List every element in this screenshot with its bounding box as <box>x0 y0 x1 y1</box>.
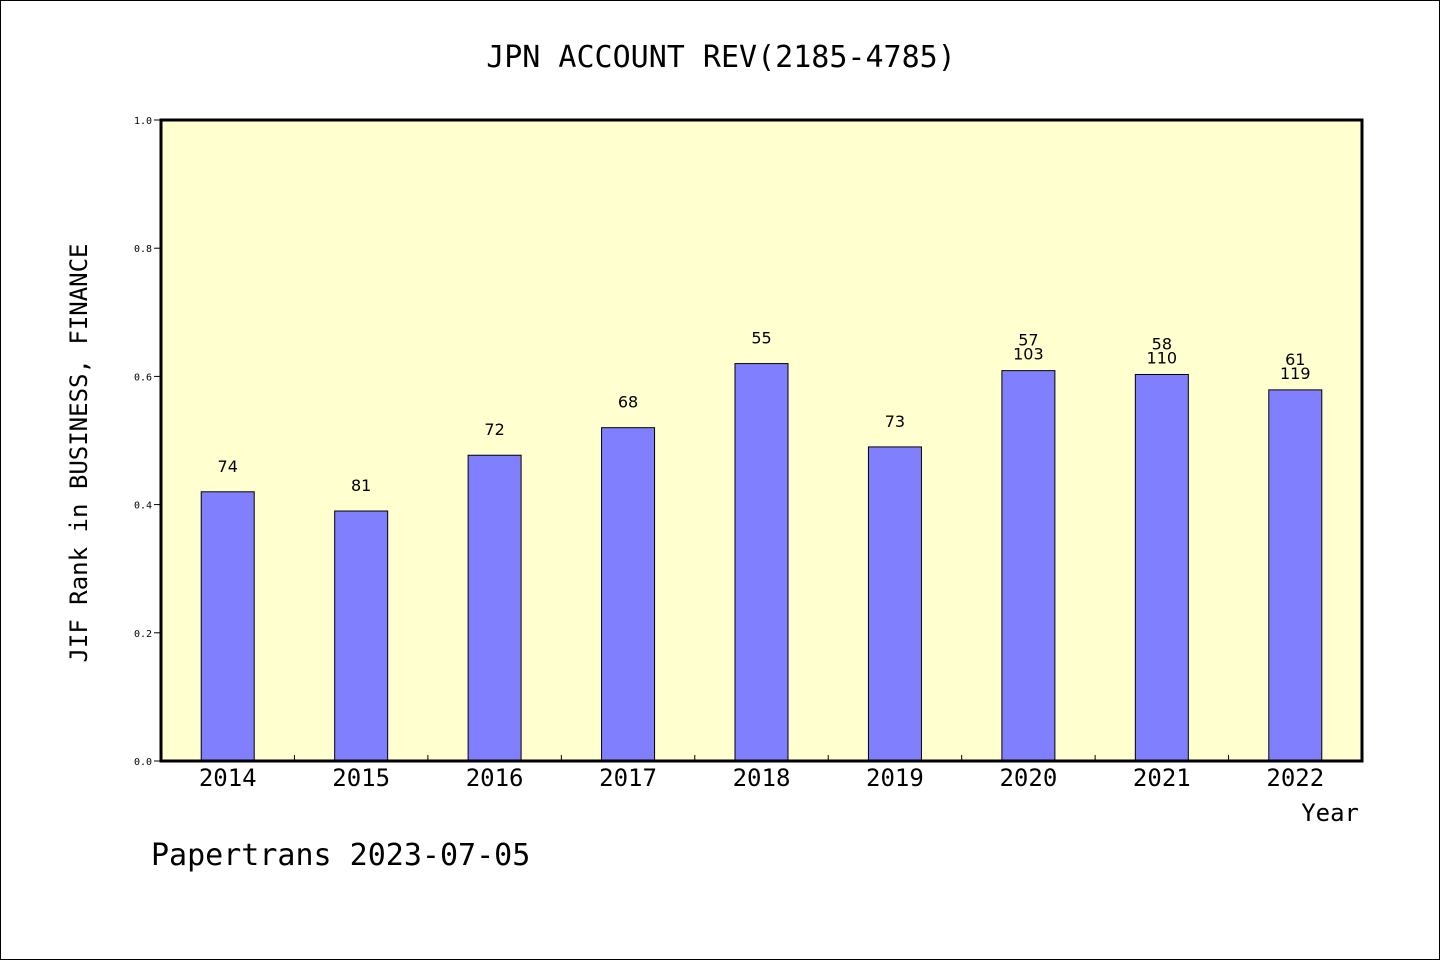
bar-data-label: 73 <box>885 412 905 431</box>
y-tick-label: 0.8 <box>134 244 152 255</box>
y-axis-label: JIF Rank in BUSINESS, FINANCE <box>65 243 93 662</box>
bar <box>200 491 255 762</box>
bar-data-label: 55 <box>751 329 771 348</box>
y-tick-label: 0.2 <box>134 629 152 640</box>
bar-data-label: 58 <box>1152 334 1172 353</box>
bar <box>867 446 922 762</box>
x-tick-label: 2018 <box>733 764 791 792</box>
x-tick-label: 2017 <box>599 764 657 792</box>
bar-data-label: 103 <box>1013 345 1044 364</box>
x-tick-label: 2020 <box>999 764 1057 792</box>
bar <box>334 510 389 762</box>
x-tick-label: 2015 <box>332 764 390 792</box>
x-tick-label: 2021 <box>1133 764 1191 792</box>
x-tick-label: 2022 <box>1266 764 1324 792</box>
bar-data-label: 61 <box>1285 350 1305 369</box>
y-tick-label: 0.4 <box>134 501 152 512</box>
bar <box>1268 389 1323 762</box>
chart-title: JPN ACCOUNT REV(2185-4785) <box>486 40 956 75</box>
bar <box>467 454 522 762</box>
y-axis: 0.0 0.2 0.4 0.6 0.8 1.0 <box>134 116 161 768</box>
bar <box>734 363 789 762</box>
bar <box>1134 373 1189 762</box>
bar-data-label: 72 <box>484 420 504 439</box>
y-tick-label: 0.6 <box>134 372 152 383</box>
bar <box>601 427 656 762</box>
bar-data-label: 68 <box>618 393 638 412</box>
y-tick-label: 0.0 <box>134 757 152 768</box>
bar-data-label: 74 <box>218 457 238 476</box>
bar-data-label: 81 <box>351 476 371 495</box>
x-tick-label: 2014 <box>199 764 257 792</box>
bar <box>1001 370 1056 762</box>
x-axis: 2014 2015 2016 2017 2018 2019 2020 2021 2022 <box>199 755 1324 792</box>
x-axis-label: Year <box>1301 799 1359 827</box>
bar-data-label: 57 <box>1018 331 1038 350</box>
x-tick-label: 2016 <box>466 764 524 792</box>
bar-data-label: 110 <box>1147 348 1178 367</box>
bar-data-label: 119 <box>1280 364 1311 383</box>
y-tick-label: 1.0 <box>134 116 152 127</box>
x-tick-label: 2019 <box>866 764 924 792</box>
plot-area <box>159 118 1364 763</box>
footer-credit: Papertrans 2023-07-05 <box>151 838 530 873</box>
